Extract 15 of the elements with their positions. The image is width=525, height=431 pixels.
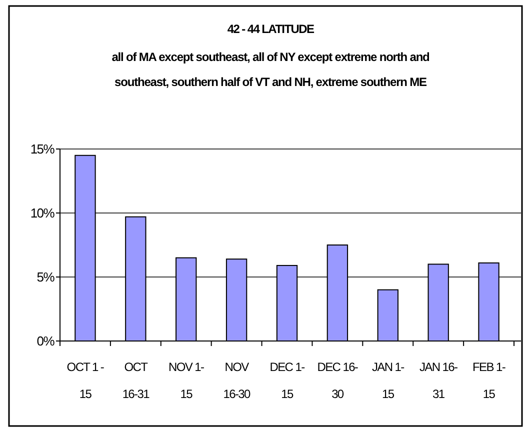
x-tick-label: JAN 16- 31 xyxy=(419,360,458,401)
y-tick-label: 5% xyxy=(36,270,56,285)
x-tick-label: DEC 1- 15 xyxy=(270,360,306,401)
x-tick-label: NOV 16-30 xyxy=(223,360,252,401)
x-tick-label: FEB 1- 15 xyxy=(472,360,506,401)
x-tick-label: OCT 16-31 xyxy=(122,360,150,401)
y-tick-label: 15% xyxy=(30,142,56,157)
chart-subtitle: all of MA except southeast, all of NY except extreme north and southeast, southern half of VT and NH, extreme southern ME xyxy=(112,50,430,89)
x-tick-label: JAN 1- 15 xyxy=(372,360,405,401)
chart-title: 42 - 44 LATITUDE xyxy=(227,22,314,36)
x-tick-label: NOV 1- 15 xyxy=(168,360,205,401)
y-tick-label: 10% xyxy=(30,206,56,221)
y-tick-label: 0% xyxy=(36,334,56,349)
x-tick-label: OCT 1 - 15 xyxy=(66,360,104,401)
x-tick-label: DEC 16- 30 xyxy=(317,360,358,401)
